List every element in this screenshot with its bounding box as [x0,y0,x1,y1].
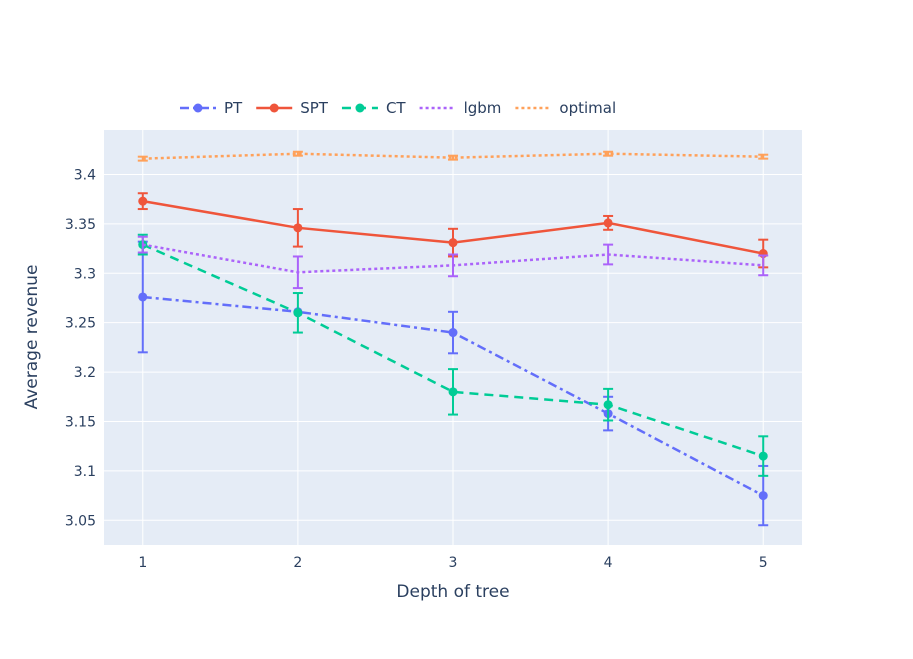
legend-marker-pt [193,103,203,113]
data-point-spt [448,238,458,248]
legend-label-spt: SPT [300,99,329,117]
y-tick-label: 3.05 [65,513,96,529]
series-line-optimal [142,152,764,160]
x-tick-label: 1 [138,555,147,571]
legend-label-optimal: optimal [559,99,616,117]
x-axis-ticks: 1 2 3 4 5 [138,555,767,571]
y-tick-label: 3.3 [74,266,96,282]
series-lgbm [137,235,769,290]
y-tick-label: 3.15 [65,414,96,430]
legend-item-ct[interactable]: CT [341,99,406,117]
data-point-ct [758,451,768,461]
y-tick-label: 3.25 [65,316,96,332]
data-point-spt [293,223,303,233]
x-tick-label: 3 [449,555,458,571]
series-layer [137,150,769,527]
x-tick-label: 2 [293,555,302,571]
legend-item-spt[interactable]: SPT [256,99,329,117]
legend: PT SPT CT lgbm optimal [180,99,616,117]
legend-marker-spt [269,103,279,113]
data-point-pt [448,328,458,338]
legend-label-ct: CT [386,99,406,117]
legend-marker-ct [355,103,365,113]
y-axis-title: Average revenue [22,265,42,410]
data-point-ct [603,400,613,410]
legend-label-pt: PT [224,99,243,117]
x-axis-title: Depth of tree [396,582,509,602]
legend-label-lgbm: lgbm [464,99,502,117]
legend-item-lgbm[interactable]: lgbm [419,99,502,117]
series-line-ct [142,243,764,458]
x-tick-label: 5 [759,555,768,571]
y-tick-label: 3.4 [74,167,96,183]
y-tick-label: 3.1 [74,464,96,480]
data-point-spt [603,218,613,228]
series-line-lgbm [142,243,764,274]
x-tick-label: 4 [604,555,613,571]
series-spt [137,192,769,269]
legend-item-pt[interactable]: PT [180,99,243,117]
y-tick-label: 3.35 [65,217,96,233]
series-line-pt [142,295,764,497]
data-point-ct [293,308,303,318]
data-point-pt [138,292,148,302]
y-axis-ticks: 3.05 3.1 3.15 3.2 3.25 3.3 3.35 3.4 [65,167,96,529]
data-point-spt [138,196,148,206]
data-point-ct [448,387,458,397]
y-tick-label: 3.2 [74,365,96,381]
legend-item-optimal[interactable]: optimal [515,99,616,117]
series-optimal [137,150,769,162]
data-point-pt [758,491,768,501]
